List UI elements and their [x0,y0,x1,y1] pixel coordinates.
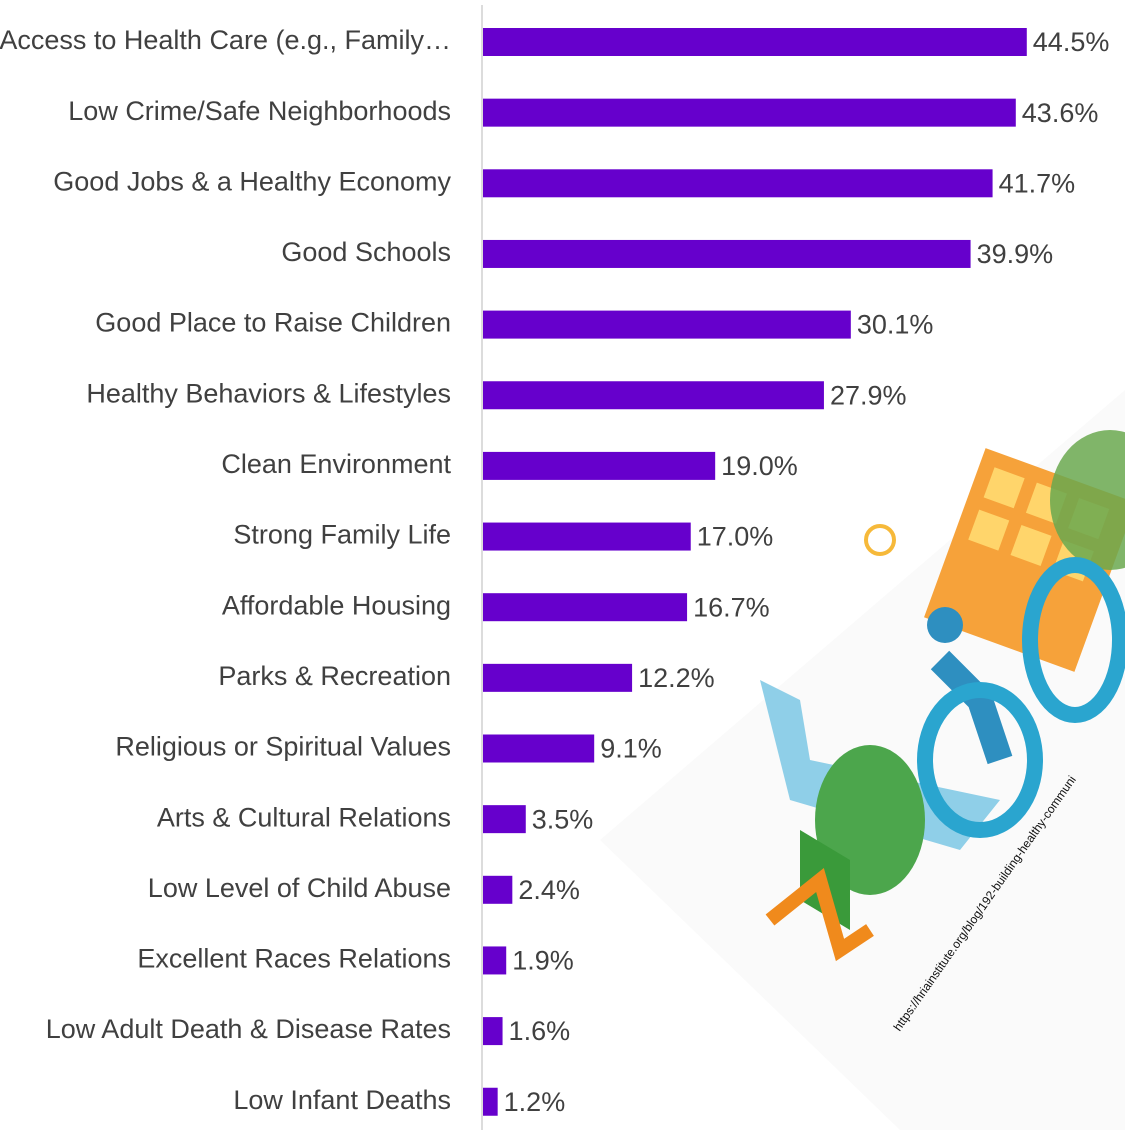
category-label: Low Level of Child Abuse [148,873,451,903]
data-label: 1.6% [509,1016,571,1046]
data-label: 19.0% [721,451,798,481]
category-label: Good Schools [281,237,451,267]
bar [483,28,1027,56]
data-label: 16.7% [693,592,770,622]
illustration-ring [1022,557,1125,723]
bar [483,946,507,975]
category-label: Strong Family Life [233,520,451,550]
illustration-apple [1050,430,1125,570]
bar [483,734,595,763]
category-label: Low Infant Deaths [233,1085,451,1115]
data-label: 2.4% [518,875,580,905]
illustration-runner [765,867,874,962]
bar [483,239,971,268]
data-label: 43.6% [1022,98,1099,128]
illustration-ring [917,682,1043,838]
data-label: 30.1% [857,310,934,340]
illustration-head [927,607,963,643]
bar [483,522,691,551]
data-label: 44.5% [1033,27,1110,57]
data-label: 1.9% [512,946,574,976]
category-label: Healthy Behaviors & Lifestyles [86,378,451,408]
data-label: 27.9% [830,380,907,410]
category-label: Good Place to Raise Children [95,308,451,338]
bar [483,310,851,339]
category-label: Clean Environment [221,449,451,479]
data-label: 17.0% [697,522,774,552]
category-label: Good Jobs & a Healthy Economy [53,166,451,196]
bar [483,98,1016,127]
data-label: 41.7% [999,168,1076,198]
illustration [600,390,1125,1130]
data-label: 39.9% [977,239,1054,269]
category-label: Access to Health Care (e.g., Family… [0,25,451,55]
data-label: 1.2% [504,1087,566,1117]
category-label: Low Crime/Safe Neighborhoods [68,96,451,126]
category-label: Arts & Cultural Relations [157,802,451,832]
bar [483,875,513,904]
bar [483,169,993,198]
bar [483,805,526,834]
category-label: Affordable Housing [222,590,451,620]
data-label: 9.1% [600,734,662,764]
data-label: 12.2% [638,663,715,693]
bar [483,1017,503,1046]
illustration-figure [930,650,1013,765]
bar [483,663,633,692]
bar [483,593,688,622]
category-label: Parks & Recreation [218,661,451,691]
bar [483,381,824,410]
category-label: Excellent Races Relations [137,944,451,974]
illustration-sun [864,524,896,556]
data-label: 3.5% [532,804,594,834]
category-label: Low Adult Death & Disease Rates [46,1014,451,1044]
bar [483,451,716,480]
bar [483,1087,498,1116]
category-label: Religious or Spiritual Values [115,732,451,762]
